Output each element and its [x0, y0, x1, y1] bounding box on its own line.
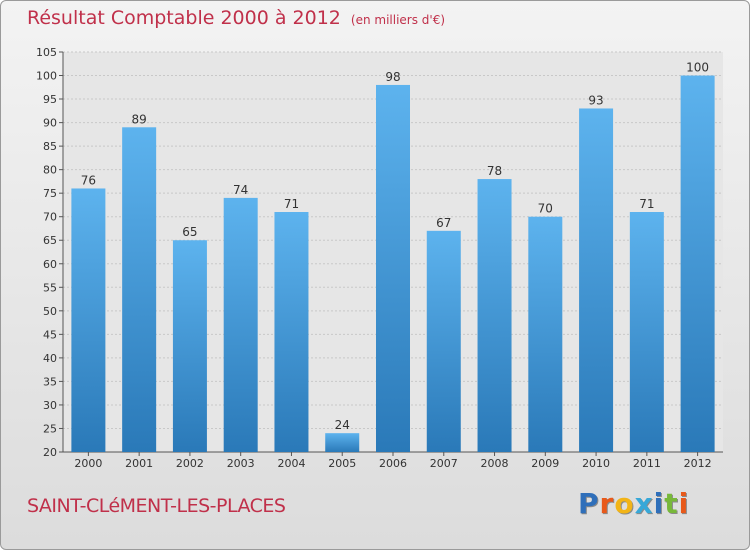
data-label: 100	[686, 61, 709, 75]
data-label: 67	[436, 216, 451, 230]
proxiti-logo: Proxiti	[578, 487, 689, 520]
data-label: 71	[639, 197, 654, 211]
y-tick-label: 75	[43, 187, 57, 200]
logo-letter: x	[634, 487, 654, 520]
y-tick-label: 80	[43, 164, 57, 177]
bar	[223, 197, 258, 452]
logo-letter: t	[664, 487, 679, 520]
data-label: 89	[132, 112, 147, 126]
y-tick-label: 35	[43, 375, 57, 388]
x-tick-label: 2000	[74, 457, 102, 470]
x-tick-label: 2004	[277, 457, 305, 470]
x-tick-label: 2008	[481, 457, 509, 470]
bar	[325, 433, 360, 452]
bar	[477, 179, 512, 452]
chart-subtitle: (en milliers d'€)	[350, 13, 446, 27]
data-label: 24	[335, 418, 350, 432]
bar	[426, 230, 461, 452]
x-tick-label: 2001	[125, 457, 153, 470]
x-tick-label: 2002	[176, 457, 204, 470]
logo-letter: o	[614, 487, 635, 520]
logo-letter: P	[578, 487, 600, 520]
bar	[528, 216, 563, 452]
bar	[122, 127, 157, 452]
y-tick-label: 70	[43, 211, 57, 224]
x-tick-label: 2007	[430, 457, 458, 470]
x-tick-label: 2011	[633, 457, 661, 470]
data-label: 78	[487, 164, 502, 178]
data-label: 71	[284, 197, 299, 211]
data-label: 98	[385, 70, 400, 84]
bar	[71, 188, 106, 452]
bar	[680, 75, 715, 452]
x-tick-label: 2005	[328, 457, 356, 470]
y-tick-label: 30	[43, 399, 57, 412]
bar-chart: 20 25 30 35 40 45 50 55 60 65 70 75 80 85 90 95 100 105 76…	[36, 46, 723, 470]
logo-letter: i	[678, 487, 690, 520]
y-tick-label: 85	[43, 140, 57, 153]
data-label: 70	[538, 202, 553, 216]
commune-name: SAINT-CLéMENT-LES-PLACES	[27, 495, 286, 517]
logo-letter: i	[653, 487, 665, 520]
bar	[629, 212, 664, 452]
x-tick-label: 2010	[582, 457, 610, 470]
bar	[274, 212, 309, 452]
bar	[579, 108, 614, 453]
data-label: 76	[81, 173, 96, 187]
bar	[172, 240, 207, 452]
y-tick-label: 20	[43, 446, 57, 459]
chart-title-text: Résultat Comptable 2000 à 2012	[27, 7, 341, 29]
x-tick-label: 2006	[379, 457, 407, 470]
y-tick-label: 65	[43, 234, 57, 247]
x-tick-label: 2012	[684, 457, 712, 470]
y-tick-label: 105	[36, 46, 57, 59]
y-tick-label: 25	[43, 422, 57, 435]
y-tick-label: 95	[43, 93, 57, 106]
bar	[376, 84, 410, 453]
y-tick-label: 45	[43, 328, 57, 341]
logo-letter: r	[599, 487, 615, 520]
y-tick-label: 90	[43, 117, 57, 130]
y-tick-label: 40	[43, 352, 57, 365]
data-label: 93	[588, 93, 603, 107]
y-tick-label: 55	[43, 281, 57, 294]
data-label: 65	[182, 225, 197, 239]
y-tick-label: 60	[43, 258, 57, 271]
x-tick-label: 2003	[227, 457, 255, 470]
x-tick-label: 2009	[531, 457, 559, 470]
data-label: 74	[233, 183, 248, 197]
chart-title: Résultat Comptable 2000 à 2012 (en millie…	[27, 7, 445, 29]
y-tick-label: 50	[43, 305, 57, 318]
y-tick-label: 100	[36, 70, 57, 83]
